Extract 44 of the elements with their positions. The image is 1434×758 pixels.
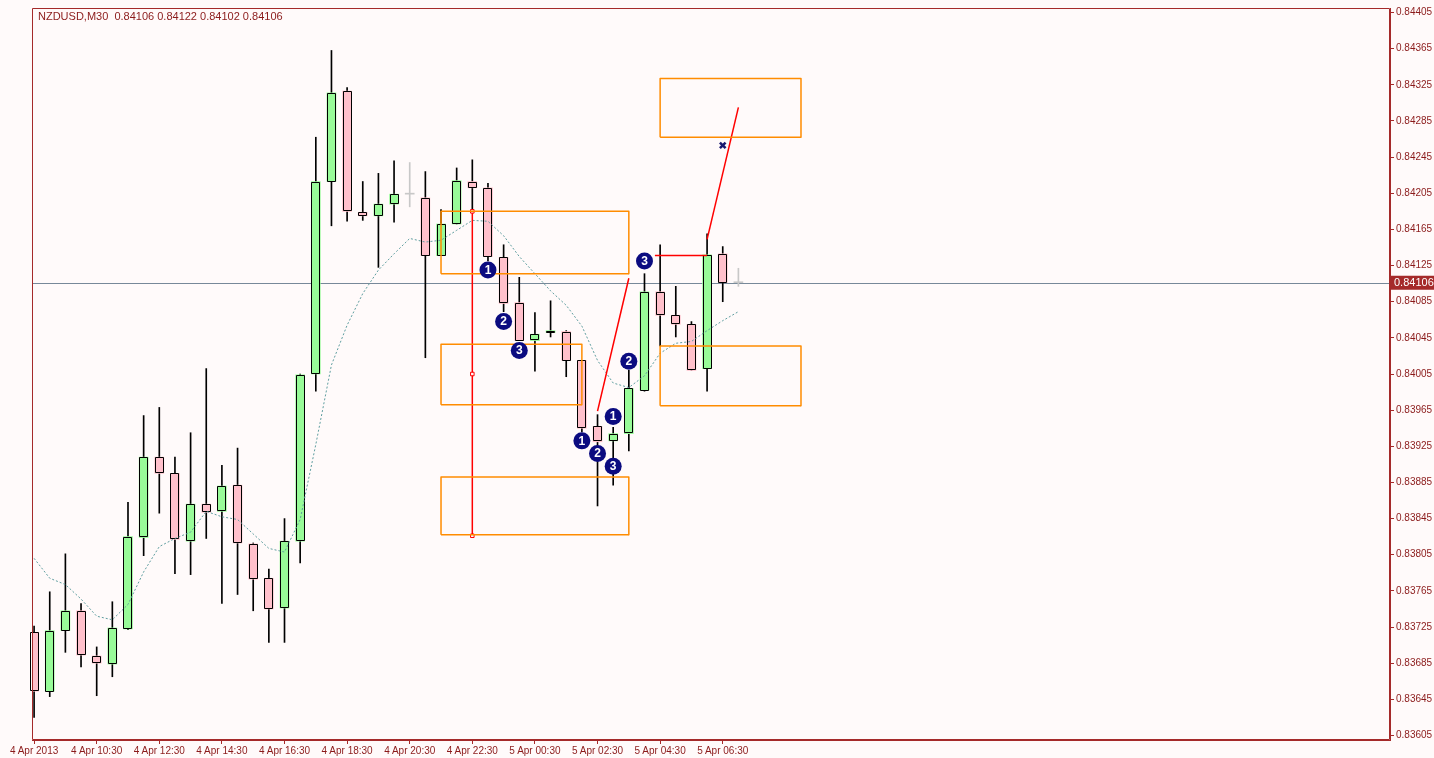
annotation: 3: [609, 458, 617, 473]
annotation: 1: [578, 433, 586, 448]
y-tick-label: 0.84165: [1396, 223, 1433, 235]
annotation: 3: [641, 253, 649, 268]
y-tick-label: 0.83965: [1396, 403, 1433, 415]
y-tick-label: 0.84045: [1396, 331, 1433, 343]
x-tick-label: 4 Apr 20:30: [384, 744, 436, 756]
annotation: 3: [515, 343, 523, 358]
x-tick-label: 5 Apr 06:30: [697, 744, 749, 756]
y-tick-label: 0.84405: [1396, 6, 1433, 18]
annotation: 1: [609, 409, 617, 424]
y-tick-label: 0.84365: [1396, 42, 1433, 54]
annotation: 2: [594, 446, 602, 461]
y-tick-label: 0.83925: [1396, 440, 1433, 452]
x-tick-label: 4 Apr 22:30: [446, 744, 499, 756]
y-tick-label: 0.83605: [1396, 729, 1433, 741]
y-tick-label: 0.84125: [1396, 259, 1433, 271]
x-tick-label: 4 Apr 16:30: [258, 744, 311, 756]
annotation: 2: [625, 354, 633, 369]
y-tick-label: 0.83885: [1396, 476, 1433, 488]
y-tick-label: 0.83765: [1396, 584, 1433, 596]
y-tick-label: 0.84325: [1396, 78, 1433, 90]
y-tick-label: 0.84245: [1396, 150, 1433, 162]
x-tick-label: 5 Apr 00:30: [509, 744, 561, 756]
x-tick-label: 4 Apr 2013: [9, 744, 59, 756]
y-tick-label: 0.83805: [1396, 548, 1433, 560]
y-tick-label: 0.83685: [1396, 656, 1433, 668]
ref-line-label: 0.84106: [1394, 276, 1434, 289]
chart-title: NZDUSD,M30 0.84106 0.84122 0.84102 0.84106: [38, 10, 283, 23]
x-tick-label: 4 Apr 14:30: [196, 744, 248, 756]
x-tick-label: 4 Apr 12:30: [133, 744, 186, 756]
x-tick-label: 4 Apr 18:30: [321, 744, 374, 756]
annotation: 2: [500, 314, 508, 329]
y-tick-label: 0.83725: [1396, 620, 1433, 632]
y-tick-label: 0.83645: [1396, 693, 1433, 705]
y-tick-label: 0.84085: [1396, 295, 1433, 307]
x-tick-label: 5 Apr 04:30: [634, 744, 687, 756]
y-tick-label: 0.84205: [1396, 187, 1433, 199]
y-tick-label: 0.84285: [1396, 114, 1433, 126]
x-tick-label: 4 Apr 10:30: [71, 744, 123, 756]
y-tick-label: 0.84005: [1396, 367, 1433, 379]
annotation: 1: [484, 262, 492, 277]
x-tick-label: 5 Apr 02:30: [571, 744, 624, 756]
y-tick-label: 0.83845: [1396, 512, 1433, 524]
